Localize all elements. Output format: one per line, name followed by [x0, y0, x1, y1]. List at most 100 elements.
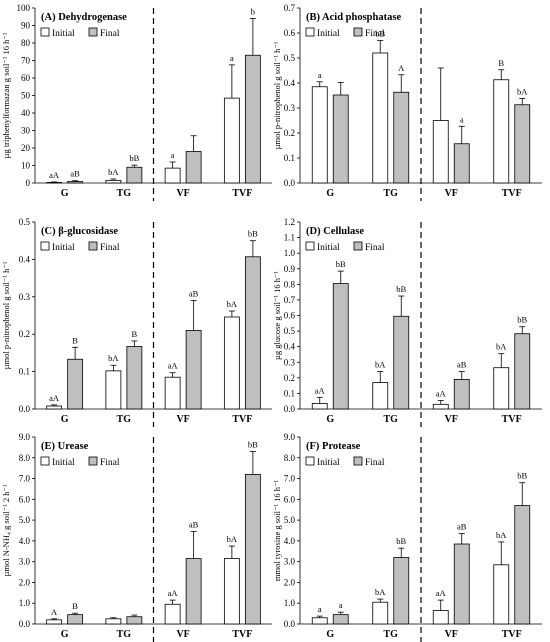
panel-f: 0.0 1.0 2.0 3.0 4.0 5.0 6.0 7.0 8.0 9.0 mmol tyros… — [272, 432, 542, 642]
bar-final-tvf — [244, 256, 261, 410]
significance-label: aA — [168, 361, 179, 371]
x-tick-label: TVF — [232, 188, 252, 199]
bar-initial-tvf — [223, 97, 240, 184]
panel-title: (F) Protease — [306, 441, 361, 452]
y-tick-label: 0.0 — [19, 404, 31, 414]
significance-label: aB — [70, 169, 80, 179]
y-tick-label: 0.3 — [19, 292, 31, 302]
significance-label: bA — [227, 534, 238, 544]
legend-label-initial: Initial — [52, 458, 75, 468]
legend-label-final: Final — [365, 243, 385, 253]
bar-final-tg — [393, 91, 410, 184]
panel-c: 0.0 0.1 0.2 0.3 0.4 0.5 µmol p-nitrophenol g s… — [1, 217, 272, 427]
y-tick-label: 0.0 — [19, 619, 31, 629]
significance-label: bB — [129, 153, 139, 163]
significance-label: aB — [189, 289, 199, 299]
y-axis-label: µmol p-nitrophenol g soil⁻¹ h⁻¹ — [272, 41, 282, 149]
legend-label-initial: Initial — [52, 243, 75, 253]
bar-final-vf — [453, 143, 470, 184]
bar-final-tg — [126, 166, 143, 184]
y-tick-label: 60 — [21, 73, 31, 83]
y-tick-label: 10 — [21, 161, 31, 171]
bar-initial-tvf — [493, 564, 510, 625]
legend-swatch-final — [353, 241, 363, 251]
significance-label: bB — [248, 440, 258, 450]
significance-label: a — [339, 600, 343, 610]
y-tick-label: 0.3 — [284, 357, 296, 367]
y-tick-label: 6.0 — [284, 494, 296, 504]
x-tick-label: VF — [176, 188, 189, 199]
y-tick-label: 7.0 — [284, 474, 296, 484]
bar-initial-tvf — [493, 79, 510, 184]
y-tick-label: 0.5 — [19, 217, 31, 227]
bar-initial-vf — [164, 603, 181, 625]
legend-swatch-initial — [305, 241, 315, 251]
significance-label: aA — [315, 385, 326, 395]
significance-label: a — [460, 114, 464, 124]
x-tick-label: TG — [117, 629, 132, 640]
significance-label: bB — [396, 284, 406, 294]
panel-a: 0 10 20 30 40 50 60 70 80 90 100 µg triphenylformaz… — [1, 3, 272, 201]
x-tick-label: G — [326, 188, 334, 199]
bar-initial-tvf — [493, 367, 510, 410]
y-tick-label: 50 — [21, 91, 31, 101]
y-tick-label: 0.8 — [284, 279, 296, 289]
bar-initial-tvf — [223, 316, 240, 410]
y-tick-label: 30 — [21, 126, 31, 136]
significance-label: bB — [248, 229, 258, 239]
bar-final-g — [67, 181, 84, 184]
legend-label-initial: Initial — [52, 29, 75, 39]
significance-label: bB — [336, 259, 346, 269]
bar-final-g — [332, 614, 349, 625]
panel-d: 0.0 0.1 0.2 0.3 0.4 0.5 0.6 0.7 0.8 0.9 1.0 1.1 1.2 µ… — [272, 217, 542, 427]
x-tick-label: G — [61, 188, 69, 199]
legend-label-final: Final — [100, 29, 120, 39]
x-tick-label: VF — [176, 629, 189, 640]
bar-initial-g — [311, 617, 328, 625]
significance-label: a — [230, 53, 234, 63]
significance-label: bA — [517, 87, 528, 97]
y-tick-label: 0.5 — [284, 53, 296, 63]
bar-initial-tg — [105, 179, 122, 184]
significance-label: aA — [49, 393, 60, 403]
x-tick-label: VF — [445, 629, 458, 640]
bar-final-vf — [185, 330, 202, 410]
bar-initial-tg — [105, 370, 122, 410]
significance-label: b — [251, 7, 255, 17]
bar-final-tvf — [244, 473, 261, 625]
significance-label: bB — [396, 536, 406, 546]
y-tick-label: 1.0 — [19, 598, 31, 608]
significance-label: B — [72, 335, 78, 345]
y-tick-label: 8.0 — [284, 453, 296, 463]
x-tick-label: TG — [384, 629, 399, 640]
x-tick-label: TG — [117, 414, 132, 425]
legend-swatch-initial — [305, 27, 315, 37]
significance-label: bA — [108, 167, 119, 177]
x-tick-label: TVF — [232, 629, 252, 640]
x-tick-label: TG — [384, 414, 399, 425]
y-tick-label: 0.0 — [284, 178, 296, 188]
y-tick-label: 0.0 — [284, 404, 296, 414]
significance-label: B — [498, 58, 504, 68]
bar-final-tg — [393, 315, 410, 410]
bar-initial-vf — [164, 167, 181, 184]
legend-swatch-initial — [40, 456, 50, 466]
y-tick-label: 2.0 — [19, 577, 31, 587]
bar-initial-tg — [105, 618, 122, 625]
legend-label-initial: Initial — [317, 243, 340, 253]
legend-label-initial: Initial — [317, 458, 340, 468]
panel-title: (E) Urease — [41, 441, 89, 452]
bar-final-g — [332, 94, 349, 184]
significance-label: A — [398, 63, 405, 73]
significance-label: aA — [436, 588, 447, 598]
x-tick-label: G — [61, 414, 69, 425]
panel-title: (B) Acid phosphatase — [306, 12, 401, 23]
y-tick-label: 0.5 — [284, 326, 296, 336]
y-tick-label: 0.4 — [19, 254, 31, 264]
y-tick-label: 3.0 — [19, 557, 31, 567]
bar-final-tvf — [514, 505, 531, 625]
bar-final-vf — [453, 543, 470, 625]
bar-final-tg — [126, 616, 143, 625]
significance-label: bA — [375, 360, 386, 370]
significance-label: aB — [457, 360, 467, 370]
